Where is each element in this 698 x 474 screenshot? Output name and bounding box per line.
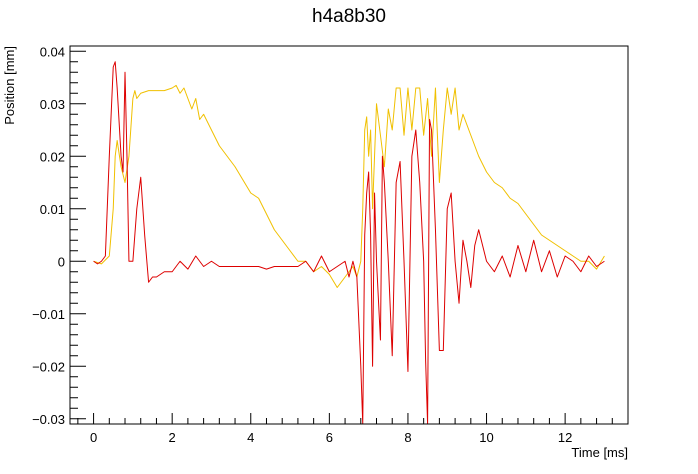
series-line-2 <box>93 61 605 424</box>
y-tick-label: −0.02 <box>32 359 65 374</box>
x-axis-label: Time [ms] <box>571 445 628 460</box>
x-tick-label: 8 <box>404 430 411 445</box>
x-axis: 0 2 4 6 8 10 12 <box>77 413 629 445</box>
x-tick-label: 10 <box>479 430 493 445</box>
series-line-1 <box>93 84 605 288</box>
y-axis-label: Position [mm] <box>2 46 17 125</box>
series-layer <box>93 61 605 424</box>
x-tick-label: 4 <box>247 430 254 445</box>
chart-title: h4a8b30 <box>312 6 386 27</box>
y-axis: −0.03 −0.02 −0.01 0 0.01 0.02 0.03 0.04 <box>32 44 86 427</box>
y-tick-label: −0.03 <box>32 412 65 427</box>
plot-frame <box>69 45 629 425</box>
y-tick-label: 0 <box>58 254 65 269</box>
x-tick-label: 12 <box>558 430 572 445</box>
y-tick-label: 0.02 <box>40 149 65 164</box>
x-tick-label: 6 <box>326 430 333 445</box>
y-tick-label: 0.04 <box>40 44 65 59</box>
y-tick-label: 0.01 <box>40 202 65 217</box>
y-tick-label: −0.01 <box>32 307 65 322</box>
x-tick-label: 2 <box>169 430 176 445</box>
x-tick-label: 0 <box>90 430 97 445</box>
y-tick-label: 0.03 <box>40 97 65 112</box>
